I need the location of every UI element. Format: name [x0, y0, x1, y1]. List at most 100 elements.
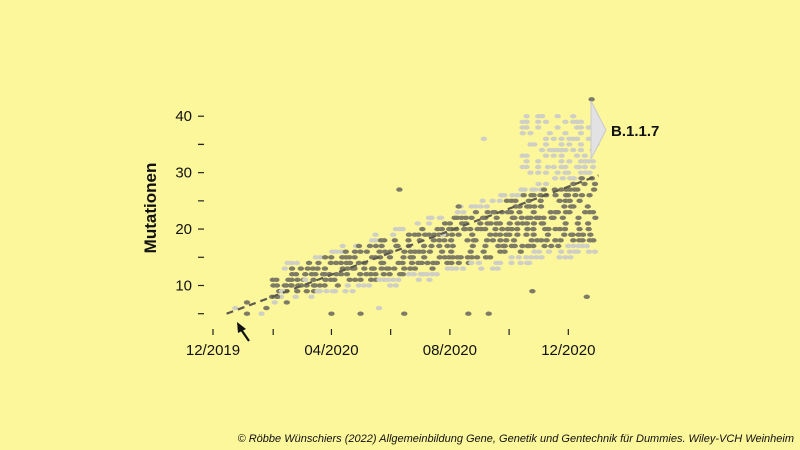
- data-point: [514, 193, 521, 198]
- x-axis: 12/2019 04/2020 08/2020 12/2020: [186, 329, 595, 359]
- data-point: [530, 243, 537, 249]
- data-point: [542, 136, 550, 141]
- data-point: [411, 266, 419, 271]
- data-point: [562, 119, 569, 125]
- data-point: [243, 300, 251, 305]
- data-point: [589, 164, 597, 170]
- data-point: [349, 288, 356, 294]
- data-point: [506, 221, 513, 226]
- data-point: [523, 159, 530, 164]
- data-point: [499, 226, 506, 232]
- data-point: [507, 209, 515, 215]
- data-point: [531, 187, 539, 192]
- data-point: [558, 153, 565, 158]
- data-point: [356, 272, 364, 277]
- data-point: [511, 215, 518, 220]
- data-point: [556, 198, 563, 204]
- data-point: [496, 198, 503, 204]
- data-point: [566, 249, 574, 254]
- data-point: [585, 125, 592, 130]
- data-point: [426, 277, 433, 283]
- data-point: [555, 243, 562, 249]
- data-point: [531, 204, 538, 209]
- data-point: [570, 204, 577, 209]
- data-point: [588, 97, 595, 102]
- y-tick-label: 10: [175, 278, 192, 295]
- data-point: [292, 294, 299, 299]
- data-point: [517, 249, 524, 254]
- data-point: [430, 232, 438, 237]
- data-point: [327, 260, 334, 266]
- data-point: [344, 283, 352, 288]
- data-point: [508, 260, 515, 266]
- data-point: [386, 283, 394, 288]
- data-point: [493, 215, 500, 220]
- data-point: [399, 226, 406, 232]
- data-point: [457, 255, 464, 260]
- data-point: [444, 243, 451, 249]
- data-point: [469, 232, 476, 237]
- data-point: [447, 238, 455, 243]
- data-point: [305, 260, 313, 266]
- data-point: [517, 260, 524, 266]
- y-tick-label: 40: [175, 108, 192, 125]
- data-point: [528, 255, 535, 260]
- data-point: [577, 119, 585, 125]
- data-point: [584, 221, 592, 226]
- data-point: [355, 243, 363, 249]
- data-point: [395, 277, 402, 283]
- data-point: [294, 277, 301, 283]
- data-point: [577, 130, 585, 136]
- data-point: [321, 272, 329, 277]
- data-point: [288, 283, 295, 288]
- data-point: [375, 305, 383, 311]
- data-point: [408, 260, 416, 266]
- data-point: [575, 215, 582, 220]
- x-tick-label: 12/2020: [541, 342, 595, 359]
- data-point: [460, 209, 467, 215]
- data-point: [527, 130, 534, 136]
- data-point: [529, 288, 536, 294]
- data-point: [545, 226, 552, 232]
- data-point: [386, 272, 393, 277]
- data-point: [546, 130, 554, 136]
- data-point: [346, 255, 353, 260]
- data-point: [550, 164, 557, 170]
- data-point: [535, 125, 542, 130]
- data-point: [540, 187, 548, 192]
- data-point: [524, 226, 531, 232]
- data-point: [537, 198, 544, 204]
- data-point: [577, 147, 585, 153]
- data-point: [365, 283, 373, 288]
- data-point: [585, 159, 592, 164]
- data-point: [589, 209, 597, 215]
- data-point: [283, 283, 290, 288]
- data-point: [273, 277, 280, 283]
- data-point: [399, 272, 407, 277]
- data-point: [321, 283, 328, 288]
- data-point: [370, 266, 377, 271]
- data-point: [363, 272, 370, 277]
- data-point: [535, 159, 542, 164]
- y-axis-title: Mutationen: [141, 163, 160, 254]
- data-point: [351, 255, 358, 260]
- data-point: [525, 260, 533, 266]
- data-point: [310, 277, 317, 283]
- data-point: [392, 283, 400, 288]
- data-point: [448, 249, 455, 254]
- data-point: [592, 215, 599, 220]
- data-point: [577, 142, 585, 147]
- data-point: [566, 187, 574, 192]
- data-point: [561, 232, 568, 237]
- data-point: [576, 226, 583, 232]
- data-point: [355, 260, 363, 266]
- data-point: [380, 272, 388, 277]
- data-point: [583, 294, 590, 299]
- data-point: [389, 277, 397, 283]
- data-point: [573, 164, 581, 170]
- data-point: [509, 193, 516, 198]
- data-point: [462, 226, 469, 232]
- data-point: [433, 272, 440, 277]
- data-point: [361, 266, 368, 271]
- data-point: [428, 215, 435, 220]
